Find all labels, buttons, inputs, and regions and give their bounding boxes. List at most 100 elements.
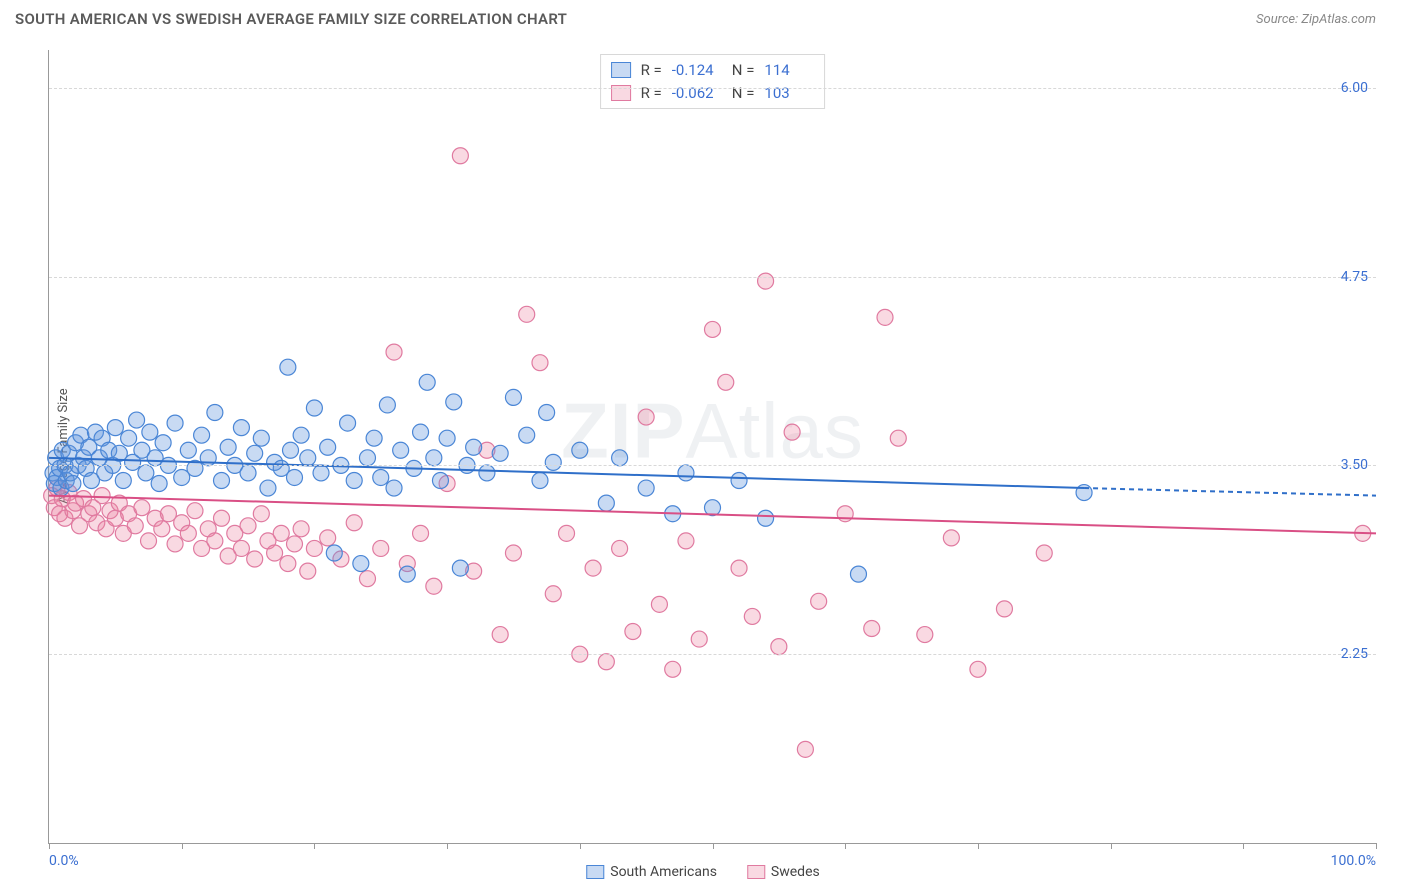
data-point	[612, 540, 628, 556]
data-point	[705, 321, 721, 337]
data-point	[240, 465, 256, 481]
swatch-a-icon	[586, 865, 604, 879]
data-point	[151, 476, 167, 492]
data-point	[598, 654, 614, 670]
data-point	[138, 465, 154, 481]
source-label: Source: ZipAtlas.com	[1256, 12, 1376, 27]
data-point	[194, 427, 210, 443]
data-point	[432, 472, 448, 488]
data-point	[154, 521, 170, 537]
data-point	[731, 472, 747, 488]
data-point	[970, 661, 986, 677]
data-point	[280, 556, 296, 572]
grid-line	[49, 277, 1376, 278]
data-point	[253, 506, 269, 522]
data-point	[505, 545, 521, 561]
data-point	[167, 415, 183, 431]
scatter-plot	[49, 50, 1376, 843]
x-tick	[845, 843, 846, 849]
data-point	[452, 560, 468, 576]
data-point	[129, 412, 145, 428]
data-point	[691, 631, 707, 647]
data-point	[419, 374, 435, 390]
chart-title: SOUTH AMERICAN VS SWEDISH AVERAGE FAMILY…	[15, 10, 567, 28]
data-point	[426, 450, 442, 466]
data-point	[452, 148, 468, 164]
data-point	[426, 578, 442, 594]
x-tick	[447, 843, 448, 849]
data-point	[180, 442, 196, 458]
data-point	[320, 439, 336, 455]
data-point	[479, 465, 495, 481]
data-point	[744, 608, 760, 624]
data-point	[758, 273, 774, 289]
data-point	[413, 424, 429, 440]
data-point	[313, 465, 329, 481]
x-tick	[1243, 843, 1244, 849]
data-point	[393, 442, 409, 458]
data-point	[771, 639, 787, 655]
legend-bottom: South Americans Swedes	[586, 864, 819, 880]
data-point	[943, 530, 959, 546]
data-point	[996, 601, 1012, 617]
data-point	[386, 480, 402, 496]
data-point	[386, 344, 402, 360]
data-point	[115, 472, 131, 488]
data-point	[286, 469, 302, 485]
data-point	[306, 540, 322, 556]
data-point	[247, 551, 263, 567]
data-point	[300, 563, 316, 579]
data-point	[784, 424, 800, 440]
data-point	[665, 661, 681, 677]
x-tick	[978, 843, 979, 849]
trend-line	[49, 458, 1084, 488]
x-tick	[1376, 843, 1377, 849]
data-point	[300, 450, 316, 466]
data-point	[214, 472, 230, 488]
data-point	[320, 530, 336, 546]
data-point	[260, 480, 276, 496]
grid-line	[49, 465, 1376, 466]
data-point	[612, 450, 628, 466]
data-point	[731, 560, 747, 576]
data-point	[638, 409, 654, 425]
data-point	[127, 518, 143, 534]
data-point	[797, 741, 813, 757]
data-point	[353, 556, 369, 572]
data-point	[240, 518, 256, 534]
data-point	[306, 400, 322, 416]
data-point	[94, 488, 110, 504]
data-point	[1036, 545, 1052, 561]
data-point	[233, 540, 249, 556]
data-point	[492, 445, 508, 461]
data-point	[283, 442, 299, 458]
data-point	[539, 405, 555, 421]
data-point	[141, 533, 157, 549]
data-point	[346, 515, 362, 531]
data-point	[413, 525, 429, 541]
data-point	[326, 545, 342, 561]
data-point	[220, 439, 236, 455]
grid-line	[49, 88, 1376, 89]
data-point	[545, 454, 561, 470]
data-point	[718, 374, 734, 390]
data-point	[142, 424, 158, 440]
data-point	[651, 596, 667, 612]
chart-area: ZIPAtlas R = -0.124 N = 114 R = -0.062 N…	[48, 50, 1376, 844]
x-tick-label: 100.0%	[1331, 853, 1376, 869]
data-point	[545, 586, 561, 602]
data-point	[207, 405, 223, 421]
data-point	[519, 306, 535, 322]
data-point	[519, 427, 535, 443]
data-point	[346, 472, 362, 488]
data-point	[678, 533, 694, 549]
data-point	[705, 500, 721, 516]
x-tick	[1111, 843, 1112, 849]
data-point	[598, 495, 614, 511]
data-point	[273, 525, 289, 541]
legend-item-b: Swedes	[747, 864, 820, 880]
x-tick	[314, 843, 315, 849]
trend-line	[1084, 488, 1376, 496]
data-point	[293, 427, 309, 443]
grid-line	[49, 654, 1376, 655]
